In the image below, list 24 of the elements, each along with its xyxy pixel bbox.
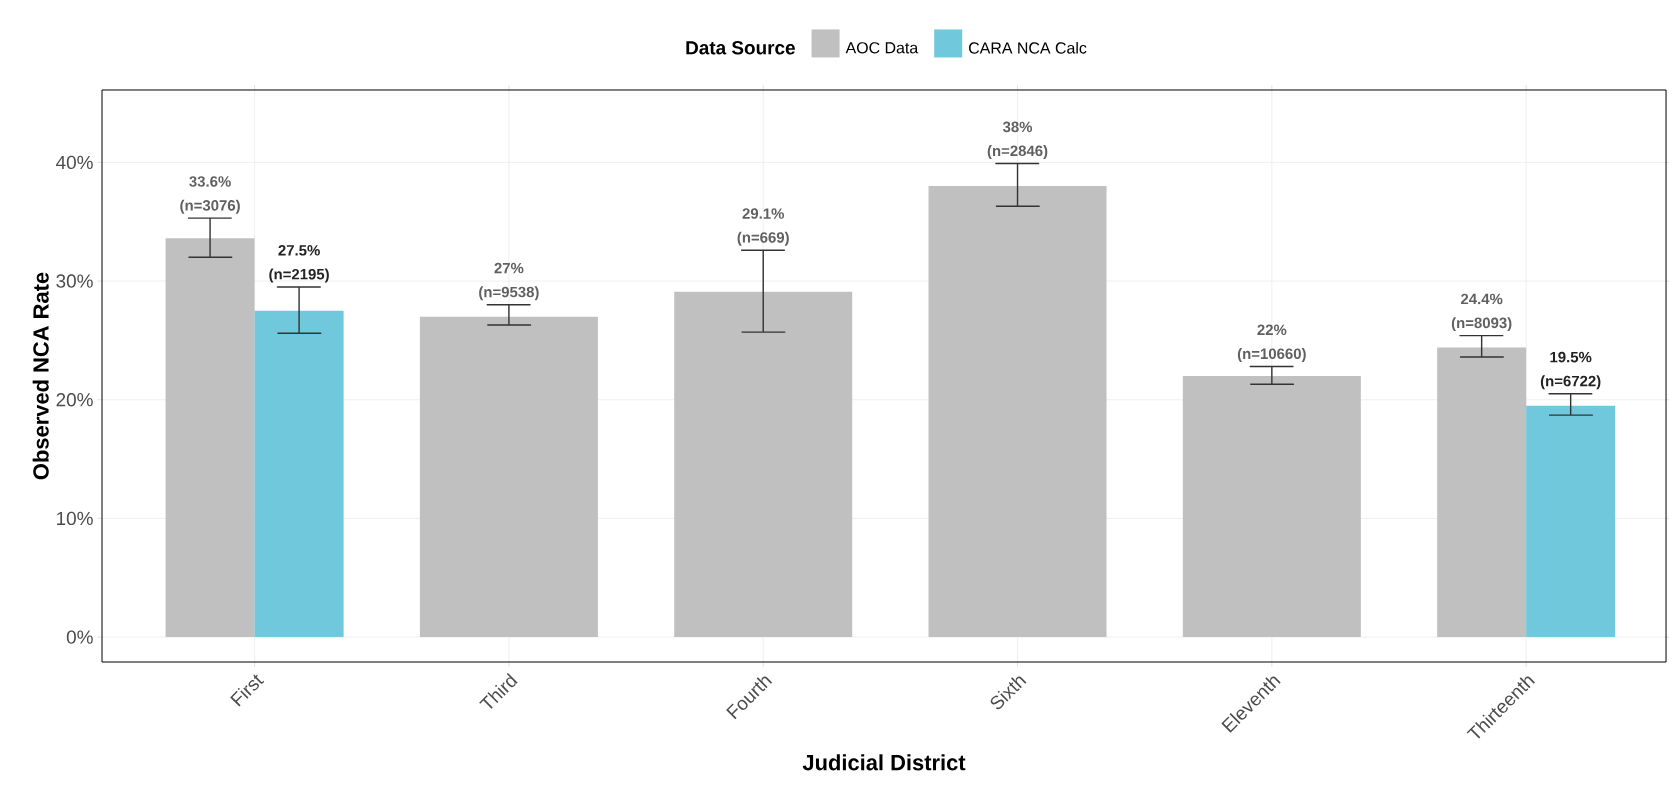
bar bbox=[419, 316, 598, 638]
data-label: 24.4% (n=8093) bbox=[1451, 293, 1512, 332]
y-tick-label: 0% bbox=[66, 630, 93, 644]
y-tick-label: 30% bbox=[56, 274, 93, 288]
data-label: 22% (n=10660) bbox=[1237, 324, 1306, 362]
y-tick-label: 10% bbox=[57, 511, 93, 526]
data-label: 38% (n=2846) bbox=[987, 121, 1048, 160]
bar bbox=[1526, 405, 1616, 638]
data-label: 19.5% (n=6722) bbox=[1540, 351, 1601, 390]
legend-title: Data Source bbox=[686, 41, 795, 55]
bar bbox=[928, 186, 1107, 638]
x-axis-title: Judicial District bbox=[802, 754, 966, 771]
data-label: 29.1% (n=669) bbox=[737, 208, 789, 246]
data-label: 27.5% (n=2195) bbox=[269, 245, 329, 283]
bar bbox=[1182, 376, 1361, 638]
y-tick-label: 20% bbox=[56, 393, 93, 407]
y-axis-title: Observed NCA Rate bbox=[32, 272, 49, 480]
bar bbox=[254, 310, 344, 638]
bar bbox=[674, 291, 853, 638]
data-label: 27% (n=9538) bbox=[479, 262, 539, 301]
legend-label: CARA NCA Calc bbox=[969, 41, 1087, 54]
legend-label: AOC Data bbox=[845, 42, 919, 54]
y-tick-label: 40% bbox=[56, 155, 93, 170]
data-label: 33.6% (n=3076) bbox=[180, 176, 240, 214]
